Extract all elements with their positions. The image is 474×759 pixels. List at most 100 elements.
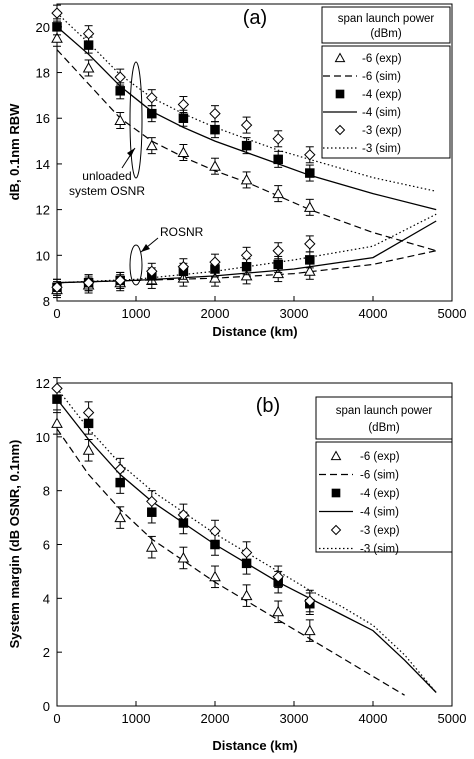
annotation-ellipse-osnr xyxy=(129,61,143,179)
legend-label: -6 (sim) xyxy=(362,71,401,83)
data-point-triangle xyxy=(145,139,158,151)
y-tick-label: 12 xyxy=(36,203,50,218)
y-tick-label: 8 xyxy=(43,294,50,309)
y-tick-label: 0 xyxy=(43,699,50,714)
legend-entries-a: -6 (exp) -6 (sim) -4 (exp) -4 (sim) -3 (exp)… xyxy=(323,52,402,155)
data-point-triangle xyxy=(209,570,221,582)
data-point-square xyxy=(305,168,315,178)
data-point-triangle xyxy=(145,541,158,552)
legend-title-box-a xyxy=(321,6,451,44)
legend-label: -3 (exp) xyxy=(362,125,402,137)
x-tick-label: 1000 xyxy=(122,711,151,726)
x-tick-label: 2000 xyxy=(201,711,230,726)
plot-area-a xyxy=(56,3,453,302)
y-tick-label: 18 xyxy=(36,66,50,81)
data-point-diamond xyxy=(240,546,253,559)
legend-item: -4 (sim) xyxy=(319,507,399,519)
data-point-triangle xyxy=(240,589,253,601)
legend-item: -4 (sim) xyxy=(323,107,401,119)
data-point-square xyxy=(305,255,315,265)
data-point-diamond xyxy=(114,463,126,475)
data-point-square xyxy=(147,108,157,119)
annotation-rosnr: ROSNR xyxy=(129,225,204,286)
legend-marker-diamond xyxy=(330,524,342,536)
y-tick-label: 14 xyxy=(36,157,50,172)
y-tick-label: 4 xyxy=(43,591,50,606)
data-point-triangle xyxy=(114,511,127,523)
data-point-diamond xyxy=(146,265,158,278)
legend-item: -6 (sim) xyxy=(323,71,401,83)
data-point-square xyxy=(210,124,220,135)
annotation-arrowhead-osnr xyxy=(127,148,135,157)
data-point-triangle xyxy=(82,61,95,73)
series-points-triangle xyxy=(51,412,316,642)
series-points-triangle xyxy=(51,29,316,216)
annotation-text-osnr-line1: unloaded xyxy=(82,169,131,183)
legend-item: -6 (exp) xyxy=(330,450,400,463)
data-point-diamond xyxy=(51,281,63,293)
y-tick-label: 10 xyxy=(36,248,50,263)
data-point-square xyxy=(52,22,62,32)
legend-item: -6 (sim) xyxy=(319,470,399,482)
x-tick-label: 0 xyxy=(53,306,60,321)
y-tick-label: 8 xyxy=(43,484,50,499)
legend-box-a xyxy=(321,45,451,159)
series-line-solid xyxy=(56,26,437,211)
legend-item: -4 (exp) xyxy=(335,89,402,101)
y-axis-title-a: dB, 0.1nm RBW xyxy=(7,103,22,201)
series-points-diamond xyxy=(51,235,316,296)
legend-item: -3 (sim) xyxy=(323,143,401,155)
data-point-diamond xyxy=(209,107,221,120)
x-tick-label: 0 xyxy=(53,711,60,726)
legend-label: -4 (sim) xyxy=(362,107,401,119)
legend-item: -6 (exp) xyxy=(334,52,402,65)
series-layer-b xyxy=(51,377,437,696)
legend-title-line2-a: (dBm) xyxy=(370,28,401,40)
data-point-diamond xyxy=(240,119,253,131)
legend-b: span launch power (dBm) -6 (exp) -6 (sim)… xyxy=(315,396,453,556)
data-point-triangle xyxy=(114,114,127,126)
data-point-diamond xyxy=(114,71,126,83)
legend-marker-square xyxy=(331,488,341,498)
data-point-square xyxy=(178,113,189,123)
legend-label: -4 (exp) xyxy=(360,488,400,500)
data-point-diamond xyxy=(146,91,158,104)
data-point-diamond xyxy=(114,274,126,287)
legend-marker-triangle xyxy=(330,450,342,461)
legend-label: -6 (exp) xyxy=(360,451,400,463)
series-points-square xyxy=(52,18,315,182)
data-point-diamond xyxy=(177,509,190,521)
legend-label: -3 (sim) xyxy=(360,544,399,556)
x-tick-label: 5000 xyxy=(438,306,467,321)
data-point-triangle xyxy=(303,265,316,276)
x-axis-title-b: Distance (km) xyxy=(212,738,297,753)
x-tick-label: 4000 xyxy=(359,711,388,726)
data-point-diamond xyxy=(146,495,158,508)
y-tick-label: 10 xyxy=(36,430,50,445)
data-point-triangle xyxy=(303,201,316,212)
data-point-diamond xyxy=(209,256,221,268)
data-point-diamond xyxy=(304,595,316,607)
panel-a: 0 1000 2000 3000 4000 5000 8 10 12 14 16 18 20 (a) D… xyxy=(7,3,467,339)
legend-label: -6 (sim) xyxy=(360,470,399,482)
data-point-diamond xyxy=(82,27,95,40)
annotation-unloaded-osnr: unloaded system OSNR xyxy=(69,61,145,198)
data-point-diamond xyxy=(272,245,284,257)
data-point-triangle xyxy=(82,444,95,455)
data-point-triangle xyxy=(272,267,285,279)
legend-a: span launch power (dBm) -6 (exp) -6 (sim)… xyxy=(321,6,451,159)
data-point-diamond xyxy=(209,525,221,537)
data-point-square xyxy=(273,154,283,165)
data-point-diamond xyxy=(51,7,63,19)
data-point-diamond xyxy=(304,149,316,161)
legend-title-line1-a: span launch power xyxy=(338,13,435,25)
series-line-dashed xyxy=(56,428,405,696)
legend-entries-b: -6 (exp) -6 (sim) -4 (exp) -4 (sim) -3 (exp)… xyxy=(319,450,400,556)
series-points-diamond xyxy=(51,377,316,613)
x-tick-label: 4000 xyxy=(359,306,388,321)
y-axis-title-b: System margin (dB OSNR, 0.1nm) xyxy=(7,440,22,649)
data-point-diamond xyxy=(82,406,95,419)
legend-marker-diamond xyxy=(334,124,346,136)
y-tick-label: 16 xyxy=(36,111,50,126)
